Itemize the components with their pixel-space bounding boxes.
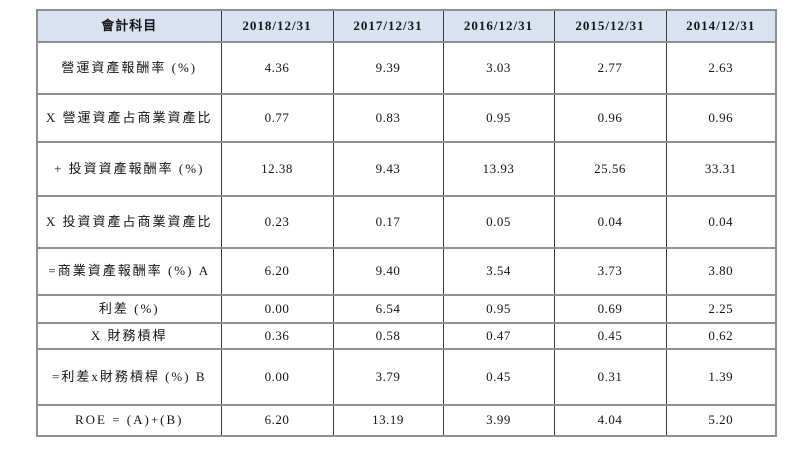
cell-value: 5.20 (665, 404, 777, 437)
cell-value: 4.04 (553, 404, 667, 437)
cell-value: 0.62 (665, 322, 777, 350)
header-date-2018: 2018/12/31 (220, 9, 334, 43)
table-row: 營運資產報酬率 (%) 4.36 9.39 3.03 2.77 2.63 (36, 41, 777, 95)
cell-value: 25.56 (553, 141, 667, 197)
cell-value: 2.77 (553, 41, 667, 95)
cell-value: 0.83 (332, 93, 444, 143)
cell-value: 0.45 (442, 348, 555, 406)
cell-value: 9.43 (332, 141, 444, 197)
header-date-2016: 2016/12/31 (442, 9, 555, 43)
cell-value: 9.40 (332, 247, 444, 296)
cell-value: 13.93 (442, 141, 555, 197)
cell-value: 3.54 (442, 247, 555, 296)
header-date-2017: 2017/12/31 (332, 9, 444, 43)
table-row: X 投資資產占商業資產比 0.23 0.17 0.05 0.04 0.04 (36, 195, 777, 249)
cell-value: 2.63 (665, 41, 777, 95)
table-body: 營運資產報酬率 (%) 4.36 9.39 3.03 2.77 2.63 X 營運資產占商業… (36, 41, 777, 437)
cell-value: 0.04 (665, 195, 777, 249)
cell-value: 3.03 (442, 41, 555, 95)
dupont-roe-table: 會計科目 2018/12/31 2017/12/31 2016/12/31 20… (36, 9, 777, 437)
cell-value: 6.20 (220, 247, 334, 296)
row-label: X 財務槓桿 (36, 322, 222, 350)
cell-value: 0.58 (332, 322, 444, 350)
cell-value: 0.31 (553, 348, 667, 406)
table-row: X 財務槓桿 0.36 0.58 0.47 0.45 0.62 (36, 322, 777, 350)
cell-value: 0.00 (220, 294, 334, 324)
cell-value: 0.47 (442, 322, 555, 350)
table-row: =商業資產報酬率 (%) A 6.20 9.40 3.54 3.73 3.80 (36, 247, 777, 296)
table-row: ROE = (A)+(B) 6.20 13.19 3.99 4.04 5.20 (36, 404, 777, 437)
cell-value: 0.17 (332, 195, 444, 249)
row-label: =利差x財務槓桿 (%) B (36, 348, 222, 406)
cell-value: 3.80 (665, 247, 777, 296)
row-label: X 營運資產占商業資產比 (36, 93, 222, 143)
cell-value: 0.96 (665, 93, 777, 143)
table-row: 利差 (%) 0.00 6.54 0.95 0.69 2.25 (36, 294, 777, 324)
cell-value: 12.38 (220, 141, 334, 197)
table-row: =利差x財務槓桿 (%) B 0.00 3.79 0.45 0.31 1.39 (36, 348, 777, 406)
cell-value: 0.95 (442, 93, 555, 143)
cell-value: 3.99 (442, 404, 555, 437)
row-label: ROE = (A)+(B) (36, 404, 222, 437)
cell-value: 6.54 (332, 294, 444, 324)
row-label: + 投資資產報酬率 (%) (36, 141, 222, 197)
header-date-2015: 2015/12/31 (553, 9, 667, 43)
header-date-2014: 2014/12/31 (665, 9, 777, 43)
table-row: + 投資資產報酬率 (%) 12.38 9.43 13.93 25.56 33.31 (36, 141, 777, 197)
cell-value: 0.05 (442, 195, 555, 249)
cell-value: 13.19 (332, 404, 444, 437)
cell-value: 9.39 (332, 41, 444, 95)
cell-value: 0.45 (553, 322, 667, 350)
cell-value: 0.00 (220, 348, 334, 406)
cell-value: 0.36 (220, 322, 334, 350)
header-account-item: 會計科目 (36, 9, 222, 43)
table-row: X 營運資產占商業資產比 0.77 0.83 0.95 0.96 0.96 (36, 93, 777, 143)
cell-value: 3.79 (332, 348, 444, 406)
cell-value: 1.39 (665, 348, 777, 406)
cell-value: 2.25 (665, 294, 777, 324)
cell-value: 0.23 (220, 195, 334, 249)
cell-value: 0.77 (220, 93, 334, 143)
row-label: 利差 (%) (36, 294, 222, 324)
cell-value: 33.31 (665, 141, 777, 197)
cell-value: 4.36 (220, 41, 334, 95)
row-label: X 投資資產占商業資產比 (36, 195, 222, 249)
cell-value: 0.04 (553, 195, 667, 249)
row-label: =商業資產報酬率 (%) A (36, 247, 222, 296)
row-label: 營運資產報酬率 (%) (36, 41, 222, 95)
table-header-row: 會計科目 2018/12/31 2017/12/31 2016/12/31 20… (36, 9, 777, 43)
cell-value: 0.95 (442, 294, 555, 324)
cell-value: 0.69 (553, 294, 667, 324)
cell-value: 3.73 (553, 247, 667, 296)
cell-value: 0.96 (553, 93, 667, 143)
cell-value: 6.20 (220, 404, 334, 437)
